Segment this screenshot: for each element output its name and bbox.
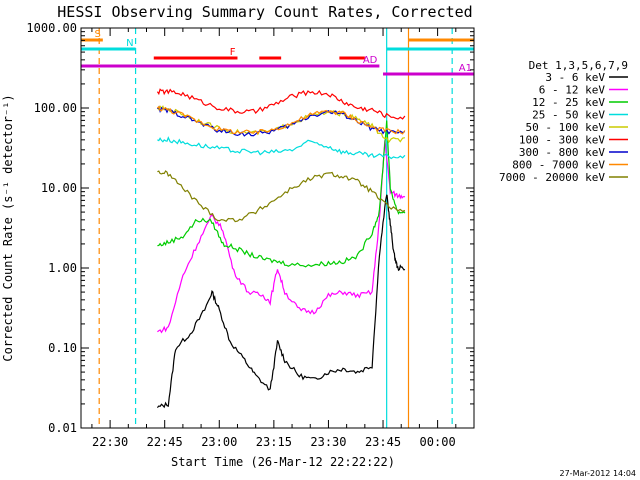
x-tick-label-3: 23:15	[256, 435, 292, 449]
plot-frame	[80, 27, 475, 429]
series-line-4	[156, 105, 406, 144]
flag-label-f: F	[230, 47, 236, 58]
legend-label-5: 100 - 300 keV	[519, 134, 605, 147]
legend-label-6: 300 - 800 keV	[519, 146, 605, 159]
x-tick-label-6: 00:00	[420, 435, 456, 449]
y-tick-label-1: 0.10	[48, 341, 77, 355]
x-tick-label-2: 23:00	[201, 435, 237, 449]
flag-label-n: N	[126, 38, 133, 49]
y-tick-label-2: 1.00	[48, 261, 77, 275]
legend-title: Det 1,3,5,6,7,9	[529, 59, 628, 72]
x-tick-label-4: 23:30	[310, 435, 346, 449]
legend-label-7: 800 - 7000 keV	[512, 159, 605, 172]
legend-label-2: 12 - 25 keV	[532, 96, 605, 109]
series-line-1	[157, 140, 406, 334]
y-tick-label-5: 1000.00	[26, 21, 77, 35]
y-tick-label-4: 100.00	[34, 101, 77, 115]
y-tick-label-3: 10.00	[41, 181, 77, 195]
flag-label-ad: AD	[363, 55, 378, 66]
series-line-2	[157, 120, 406, 268]
legend-label-4: 50 - 100 keV	[526, 121, 606, 134]
flag-label-s: S	[94, 29, 100, 40]
series-line-3	[157, 136, 406, 160]
y-axis-label: Corrected Count Rate (s⁻¹ detector⁻¹)	[1, 94, 15, 361]
legend-label-3: 25 - 50 keV	[532, 109, 605, 122]
chart-title: HESSI Observing Summary Count Rates, Cor…	[57, 3, 472, 21]
legend-label-8: 7000 - 20000 keV	[499, 171, 605, 184]
series-line-7	[157, 105, 406, 135]
legend-label-0: 3 - 6 keV	[545, 71, 605, 84]
flag-label-a1: A1	[459, 63, 472, 74]
series-line-8	[157, 170, 406, 223]
legend-label-1: 6 - 12 keV	[539, 84, 606, 97]
x-axis-label: Start Time (26-Mar-12 22:22:22)	[171, 455, 395, 469]
series-line-5	[156, 88, 406, 120]
series-line-0	[156, 194, 406, 409]
x-tick-label-1: 22:45	[147, 435, 183, 449]
plot-area: S N F AD A1	[81, 28, 474, 428]
x-tick-label-5: 23:45	[365, 435, 401, 449]
y-tick-label-0: 0.01	[48, 421, 77, 435]
footer-timestamp: 27-Mar-2012 14:04	[560, 469, 637, 478]
x-tick-label-0: 22:30	[92, 435, 128, 449]
